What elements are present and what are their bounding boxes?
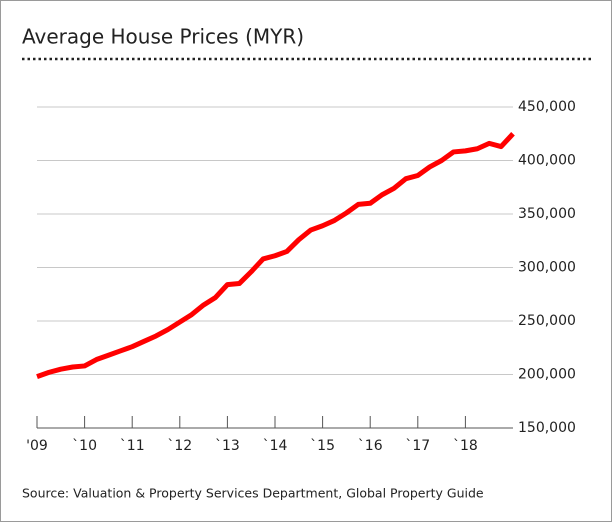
x-tick-label: `12	[167, 438, 192, 454]
x-tick-label: `18	[453, 438, 478, 454]
x-tick-label: `10	[72, 438, 97, 454]
y-tick-label: 350,000	[518, 206, 576, 222]
x-tick-label: `13	[215, 438, 240, 454]
x-tick-label: `15	[310, 438, 335, 454]
y-tick-label: 250,000	[518, 313, 576, 329]
y-tick-label: 200,000	[518, 367, 576, 383]
y-tick-label: 400,000	[518, 153, 576, 169]
y-tick-label: 450,000	[518, 99, 576, 115]
source-note: Source: Valuation & Property Services De…	[22, 486, 484, 501]
x-tick-label: `17	[405, 438, 430, 454]
chart-title: Average House Prices (MYR)	[22, 25, 304, 49]
y-tick-label: 300,000	[518, 260, 576, 276]
x-tick-label: `16	[358, 438, 383, 454]
x-tick-label: `11	[120, 438, 145, 454]
line-series	[36, 132, 515, 379]
x-tick-label: `14	[263, 438, 288, 454]
y-tick-label: 150,000	[518, 420, 576, 436]
x-tick-label: '09	[26, 438, 48, 454]
